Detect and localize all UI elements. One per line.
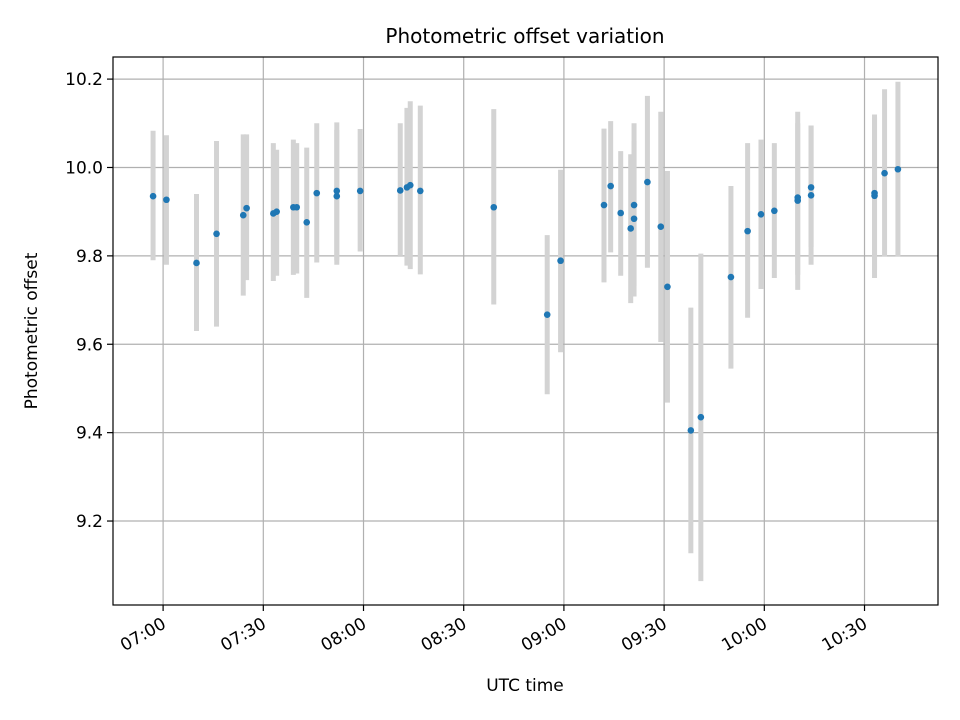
data-point [757, 211, 765, 218]
data-point [630, 201, 638, 209]
y-tick-label: 10.0 [65, 158, 103, 178]
data-point [163, 196, 170, 204]
data-point [627, 225, 635, 232]
data-point [807, 192, 815, 199]
data-point [490, 203, 498, 211]
data-point [273, 208, 280, 215]
data-point [617, 209, 624, 217]
grid-layer [113, 57, 938, 605]
data-point [333, 192, 341, 200]
data-point [243, 204, 250, 212]
data-point [871, 189, 878, 197]
data-point [644, 178, 651, 186]
data-point [881, 169, 888, 177]
data-point [396, 187, 404, 194]
data-point [406, 181, 414, 189]
data-point [607, 182, 614, 190]
y-tick-label: 9.4 [76, 424, 103, 444]
y-tick-label: 9.2 [76, 512, 103, 532]
data-point [149, 192, 157, 200]
y-axis-title: Photometric offset [22, 252, 42, 409]
data-point [664, 283, 671, 291]
data-point [303, 218, 311, 226]
data-point [333, 187, 341, 195]
data-point [697, 413, 705, 421]
data-point [600, 201, 608, 209]
data-point [894, 165, 902, 173]
data-point [630, 215, 638, 223]
chart-title: Photometric offset variation [385, 24, 664, 48]
data-point [356, 187, 364, 195]
y-tick-label: 9.8 [76, 247, 103, 267]
plot-frame [112, 56, 939, 606]
y-tick-label: 9.6 [76, 335, 103, 355]
data-point [213, 230, 220, 238]
data-point [416, 187, 424, 195]
data-point [543, 311, 551, 318]
data-point [727, 273, 735, 281]
point-layer [149, 165, 902, 434]
data-point [657, 223, 665, 231]
y-axis: 9.2 9.4 9.6 9.8 10.0 10.2 [65, 70, 113, 532]
data-point [794, 194, 802, 201]
x-axis-title: UTC time [486, 676, 564, 696]
data-point [239, 211, 247, 219]
data-point [771, 207, 778, 215]
data-point [687, 427, 695, 434]
data-point [557, 257, 564, 265]
data-point [744, 227, 751, 235]
data-point [293, 203, 301, 211]
data-point [313, 189, 321, 197]
data-point [193, 259, 200, 267]
y-tick-label: 10.2 [65, 70, 103, 90]
data-point [807, 184, 815, 191]
